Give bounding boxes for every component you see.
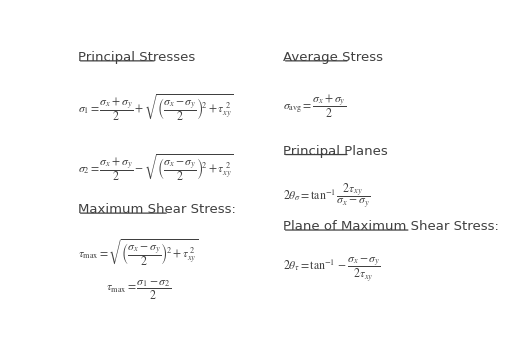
Text: Principal Planes: Principal Planes [283,145,388,158]
Text: $\sigma_{\mathrm{avg}} = \dfrac{\sigma_x + \sigma_y}{2}$: $\sigma_{\mathrm{avg}} = \dfrac{\sigma_x… [283,93,346,120]
Text: Maximum Shear Stress:: Maximum Shear Stress: [78,203,236,216]
Text: $2\theta_{\sigma} = \tan^{-1} \dfrac{2\tau_{xy}}{\sigma_x - \sigma_y}$: $2\theta_{\sigma} = \tan^{-1} \dfrac{2\t… [283,181,370,210]
Text: $2\theta_{\tau} = \tan^{-1} - \dfrac{\sigma_x - \sigma_y}{2\tau_{xy}}$: $2\theta_{\tau} = \tan^{-1} - \dfrac{\si… [283,255,380,284]
Text: $\sigma_1 = \dfrac{\sigma_x + \sigma_y}{2} + \sqrt{\left(\dfrac{\sigma_x - \sigm: $\sigma_1 = \dfrac{\sigma_x + \sigma_y}{… [78,93,234,123]
Text: Plane of Maximum Shear Stress:: Plane of Maximum Shear Stress: [283,220,499,233]
Text: $\tau_{\mathrm{max}} = \sqrt{\left(\dfrac{\sigma_x - \sigma_y}{2}\right)^{\!2} +: $\tau_{\mathrm{max}} = \sqrt{\left(\dfra… [78,237,198,268]
Text: Average Stress: Average Stress [283,51,383,64]
Text: $\sigma_2 = \dfrac{\sigma_x + \sigma_y}{2} - \sqrt{\left(\dfrac{\sigma_x - \sigm: $\sigma_2 = \dfrac{\sigma_x + \sigma_y}{… [78,152,234,183]
Text: $\tau_{\mathrm{max}} = \dfrac{\sigma_1 - \sigma_2}{2}$: $\tau_{\mathrm{max}} = \dfrac{\sigma_1 -… [106,279,171,302]
Text: Principal Stresses: Principal Stresses [78,51,195,64]
